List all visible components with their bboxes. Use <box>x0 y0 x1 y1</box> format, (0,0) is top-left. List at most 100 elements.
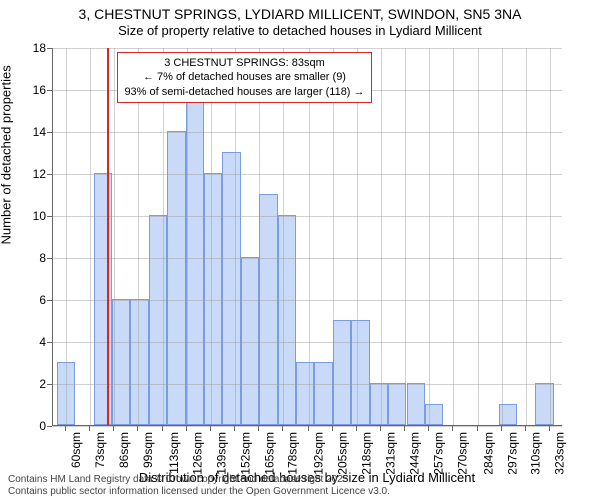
x-tick-mark <box>308 426 309 431</box>
grid-line-h <box>53 258 562 259</box>
x-tick-mark <box>113 426 114 431</box>
x-tick-label: 192sqm <box>312 432 326 475</box>
histogram-bar <box>370 383 388 425</box>
y-tick-label: 4 <box>39 335 46 349</box>
grid-line-v <box>550 48 551 425</box>
grid-line-v <box>90 48 91 425</box>
y-axis: 024681012141618 <box>0 48 52 426</box>
x-tick-mark <box>452 426 453 431</box>
footer-line-2: Contains public sector information licen… <box>8 486 390 498</box>
histogram-bar <box>204 173 222 425</box>
grid-line-v <box>429 48 430 425</box>
x-tick-mark <box>282 426 283 431</box>
x-tick-mark <box>404 426 405 431</box>
grid-line-h <box>53 342 562 343</box>
x-tick-label: 126sqm <box>190 432 204 475</box>
grid-line-v <box>526 48 527 425</box>
grid-line-v <box>66 48 67 425</box>
x-tick-label: 73sqm <box>93 432 107 468</box>
x-tick-label: 205sqm <box>336 432 350 475</box>
annotation-box: 3 CHESTNUT SPRINGS: 83sqm ← 7% of detach… <box>117 52 371 103</box>
reference-line <box>107 48 109 425</box>
x-tick-label: 86sqm <box>117 432 131 468</box>
x-tick-mark <box>525 426 526 431</box>
x-tick-label: 284sqm <box>481 432 495 475</box>
x-tick-mark <box>186 426 187 431</box>
grid-line-v <box>259 48 260 425</box>
histogram-bar <box>278 215 296 425</box>
grid-line-v <box>502 48 503 425</box>
grid-line-h <box>53 384 562 385</box>
y-tick-label: 14 <box>33 125 46 139</box>
x-tick-label: 99sqm <box>141 432 155 468</box>
grid-line-v <box>187 48 188 425</box>
x-tick-label: 310sqm <box>529 432 543 475</box>
x-tick-mark <box>89 426 90 431</box>
grid-line-h <box>53 174 562 175</box>
x-tick-mark <box>65 426 66 431</box>
grid-line-h <box>53 300 562 301</box>
grid-line-v <box>453 48 454 425</box>
x-tick-label: 231sqm <box>384 432 398 475</box>
grid-line-h <box>53 216 562 217</box>
histogram-bar <box>314 362 332 425</box>
y-tick-label: 0 <box>39 419 46 433</box>
histogram-bar <box>259 194 277 425</box>
histogram-bar <box>130 299 148 425</box>
grid-line-v <box>114 48 115 425</box>
bars-layer <box>53 48 562 425</box>
x-tick-mark <box>428 426 429 431</box>
attribution-footer: Contains HM Land Registry data © Crown c… <box>8 474 390 498</box>
grid-line-h <box>53 132 562 133</box>
grid-line-v <box>405 48 406 425</box>
x-tick-mark <box>549 426 550 431</box>
x-tick-mark <box>332 426 333 431</box>
grid-line-v <box>163 48 164 425</box>
chart-title-address: 3, CHESTNUT SPRINGS, LYDIARD MILLICENT, … <box>0 0 600 22</box>
x-tick-mark <box>137 426 138 431</box>
x-tick-label: 297sqm <box>505 432 519 475</box>
x-tick-mark <box>501 426 502 431</box>
grid-line-v <box>138 48 139 425</box>
grid-line-v <box>235 48 236 425</box>
annotation-line-2: ← 7% of detached houses are smaller (9) <box>124 70 364 84</box>
x-tick-mark <box>162 426 163 431</box>
x-tick-label: 113sqm <box>166 432 180 474</box>
chart-subtitle: Size of property relative to detached ho… <box>0 22 600 38</box>
x-tick-mark <box>234 426 235 431</box>
histogram-bar <box>333 320 351 425</box>
annotation-line-3: 93% of semi-detached houses are larger (… <box>124 85 364 99</box>
x-tick-mark <box>258 426 259 431</box>
histogram-bar <box>241 257 259 425</box>
x-tick-label: 152sqm <box>238 432 252 475</box>
x-tick-label: 165sqm <box>262 432 276 475</box>
x-tick-label: 218sqm <box>360 432 374 475</box>
x-tick-mark <box>380 426 381 431</box>
x-tick-label: 60sqm <box>69 432 83 468</box>
histogram-bar <box>407 383 425 425</box>
grid-line-v <box>211 48 212 425</box>
y-tick-label: 16 <box>33 83 46 97</box>
x-tick-mark <box>477 426 478 431</box>
x-tick-label: 323sqm <box>553 432 567 475</box>
y-tick-label: 8 <box>39 251 46 265</box>
annotation-line-1: 3 CHESTNUT SPRINGS: 83sqm <box>124 56 364 70</box>
histogram-bar <box>167 131 185 425</box>
x-tick-mark <box>356 426 357 431</box>
y-tick-label: 6 <box>39 293 46 307</box>
y-tick-label: 10 <box>33 209 46 223</box>
x-tick-label: 139sqm <box>214 432 228 475</box>
grid-line-v <box>309 48 310 425</box>
grid-line-v <box>381 48 382 425</box>
x-tick-label: 178sqm <box>286 432 300 475</box>
y-tick-label: 12 <box>33 167 46 181</box>
chart-container: 3, CHESTNUT SPRINGS, LYDIARD MILLICENT, … <box>0 0 600 500</box>
grid-line-v <box>333 48 334 425</box>
grid-line-v <box>283 48 284 425</box>
histogram-bar <box>351 320 369 425</box>
grid-line-h <box>53 48 562 49</box>
plot-area: 3 CHESTNUT SPRINGS: 83sqm ← 7% of detach… <box>52 48 562 426</box>
y-tick-label: 18 <box>33 41 46 55</box>
x-tick-label: 257sqm <box>432 432 446 475</box>
x-tick-label: 244sqm <box>408 432 422 475</box>
